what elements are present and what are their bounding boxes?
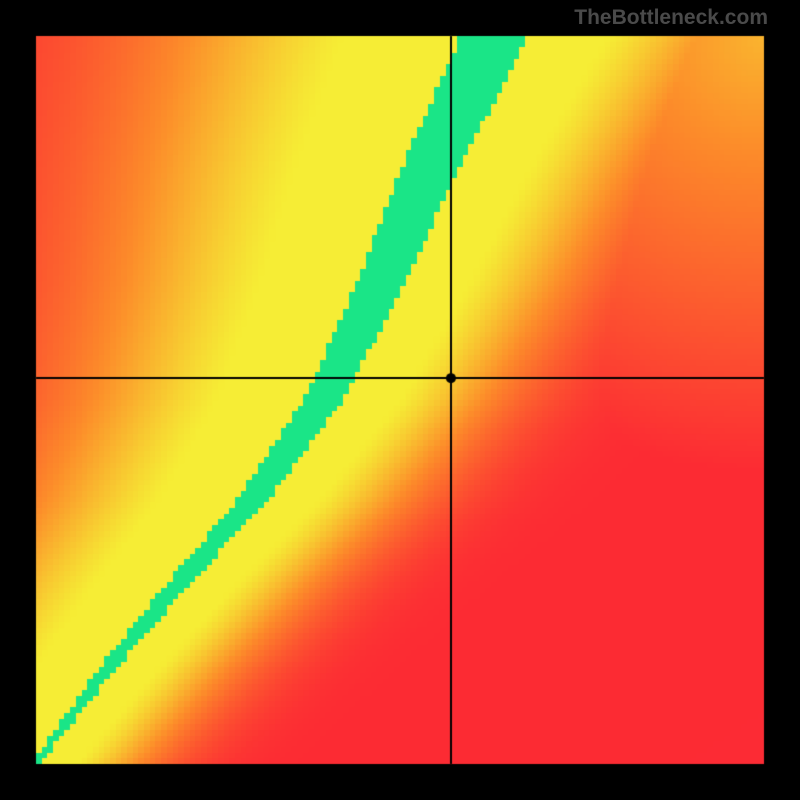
stage: TheBottleneck.com bbox=[0, 0, 800, 800]
crosshair-overlay bbox=[0, 0, 800, 800]
